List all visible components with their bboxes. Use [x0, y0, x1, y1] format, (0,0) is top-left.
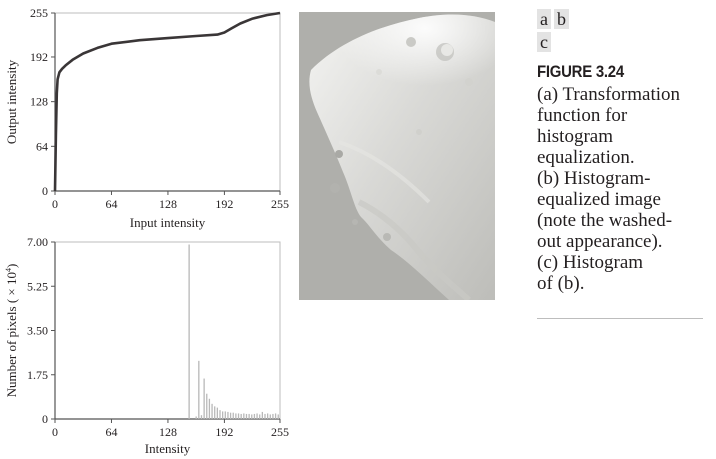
x-tick-label: 128: [159, 197, 177, 211]
caption-line: out appearance).: [537, 231, 663, 252]
caption-line: (a) Transformation: [537, 84, 681, 105]
y-tick-label: 3.50: [27, 324, 48, 338]
panel-key-a: a: [537, 9, 551, 29]
histogram-bars: [188, 244, 279, 419]
y-tick-label: 192: [30, 50, 48, 64]
caption-line: equalization.: [537, 147, 635, 168]
x-tick-label: 255: [271, 197, 289, 211]
moon-grayscale-image: [299, 12, 495, 300]
figure-label: FIGURE 3.24: [537, 62, 624, 81]
histogram-y-label-exponent: 4: [4, 268, 13, 272]
x-tick-label: 192: [215, 197, 233, 211]
x-tick-label: 192: [215, 425, 233, 439]
y-tick-label: 0: [42, 184, 48, 198]
x-tick-label: 64: [105, 197, 117, 211]
transform-y-ticks: 0 64 128 192 255: [30, 6, 55, 198]
x-tick-label: 128: [159, 425, 177, 439]
x-tick-label: 255: [271, 425, 289, 439]
caption-line: (b) Histogram-: [537, 168, 651, 189]
histogram-y-ticks: 0 1.75 3.50 5.25 7.00: [27, 235, 55, 426]
caption-line: of (b).: [537, 273, 585, 294]
caption-line: histogram: [537, 126, 613, 147]
caption-rule: [537, 318, 703, 319]
figure-caption: FIGURE 3.24 (a) Transformation function …: [537, 60, 709, 294]
histogram-y-axis-label: Number of pixels ( × 104): [4, 264, 19, 398]
caption-line: equalized image: [537, 189, 661, 210]
plot-frame: [54, 241, 281, 420]
y-tick-label: 64: [36, 139, 48, 153]
plot-frame: [54, 12, 281, 192]
transformation-curve: [53, 11, 281, 192]
transform-frame: [54, 12, 281, 192]
transform-y-axis-label: Output intensity: [4, 59, 19, 144]
histogram-y-label-close: ): [4, 264, 19, 268]
x-tick-label: 64: [105, 425, 117, 439]
x-tick-label: 0: [52, 425, 58, 439]
caption-line: (note the washed-: [537, 210, 673, 231]
histogram-y-label-main: Number of pixels ( × 10: [4, 272, 19, 397]
x-tick-label: 0: [52, 197, 58, 211]
y-tick-label: 1.75: [27, 368, 48, 382]
caption-line: function for: [537, 105, 628, 126]
histogram-x-axis-label: Intensity: [145, 441, 191, 456]
histogram-frame: [54, 241, 281, 420]
panel-key-b: b: [554, 9, 569, 29]
y-tick-label: 5.25: [27, 279, 48, 293]
y-tick-label: 0: [42, 412, 48, 426]
y-tick-label: 128: [30, 95, 48, 109]
histogram-chart: 0 1.75 3.50 5.25 7.00 0 64 128 192 255 Intensity…: [4, 235, 289, 456]
transform-x-axis-label: Input intensity: [130, 215, 206, 230]
histogram-x-ticks: 0 64 128 192 255: [52, 419, 289, 439]
transformation-function-chart: 0 64 128 192 255 0 64 128 192 255 Input intensit…: [4, 6, 289, 230]
caption-line: (c) Histogram: [537, 252, 644, 273]
panel-key-c: c: [537, 32, 551, 52]
y-tick-label: 255: [30, 6, 48, 20]
y-tick-label: 7.00: [27, 235, 48, 249]
transform-x-ticks: 0 64 128 192 255: [52, 191, 289, 211]
